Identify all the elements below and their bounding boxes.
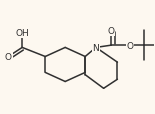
Text: O: O — [126, 41, 133, 50]
Text: O: O — [108, 27, 115, 36]
Text: OH: OH — [15, 29, 29, 38]
Text: N: N — [93, 44, 99, 52]
Text: O: O — [5, 53, 12, 61]
